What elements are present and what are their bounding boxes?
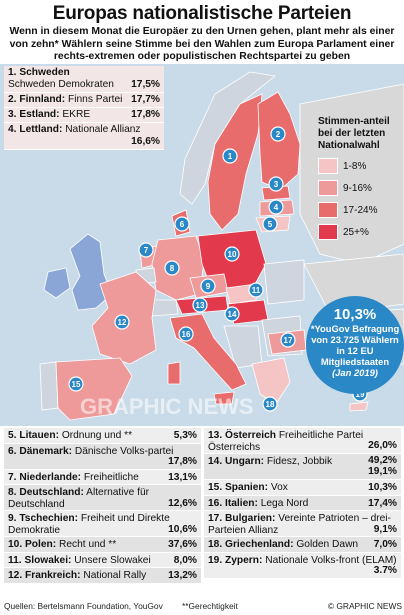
map-sicily — [213, 391, 235, 405]
country-entry-15: 15. Spanien: Vox 10,3% — [204, 480, 401, 496]
callout-value: 10,3% — [333, 306, 377, 323]
map-marker-17: 17 — [280, 332, 296, 348]
legend-swatch — [318, 180, 338, 196]
svg-text:14: 14 — [228, 310, 237, 319]
country-entry-6: 6. Dänemark: Dänische Volks-partei 17,8% — [4, 443, 201, 470]
country-entry-9: 9. Tschechien: Freiheit und Direkte Demo… — [4, 511, 201, 538]
map-marker-4: 4 — [268, 199, 284, 215]
page-title: Europas nationalistische Parteien — [52, 3, 352, 24]
map-marker-18: 18 — [262, 396, 278, 412]
map-spain — [55, 357, 133, 421]
svg-text:17: 17 — [284, 336, 293, 345]
country-entry-13: 13. Österreich Freiheitliche Partei Öste… — [204, 428, 401, 454]
svg-text:10: 10 — [228, 250, 237, 259]
legend-item-4: 25+% — [318, 224, 404, 240]
svg-text:3: 3 — [274, 180, 279, 189]
legend-swatch — [318, 202, 338, 218]
footer-sources: Quellen: Bertelsmann Foundation, YouGov — [4, 601, 163, 611]
legend-item-1: 1-8% — [318, 158, 404, 174]
map-marker-16: 16 — [178, 326, 194, 342]
map-sardinia — [167, 361, 181, 385]
svg-text:15: 15 — [72, 380, 81, 389]
top-country-list: 1. Schweden Schweden Demokraten 17,5% 2.… — [4, 66, 164, 150]
map-marker-8: 8 — [164, 260, 180, 276]
map-marker-14: 14 — [224, 306, 240, 322]
legend-title: Stimmen-anteil bei der letzten Nationalw… — [318, 116, 390, 151]
country-entry-18: 18. Griechenland: Golden Dawn 7,0% — [204, 537, 401, 553]
legend-swatch — [318, 224, 338, 240]
map-marker-3: 3 — [268, 176, 284, 192]
map-marker-5: 5 — [262, 216, 278, 232]
map-marker-13: 13 — [192, 297, 208, 313]
map-marker-9: 9 — [200, 278, 216, 294]
svg-text:19: 19 — [356, 390, 365, 399]
callout-text: *YouGov Befragung von 23.725 Wählern in … — [310, 323, 400, 367]
country-entry-3: 3. Estland: EKRE 17,8% — [4, 108, 164, 123]
svg-text:11: 11 — [252, 286, 261, 295]
map-marker-11: 11 — [248, 282, 264, 298]
map-uk-ireland — [43, 233, 113, 311]
map-marker-6: 6 — [174, 216, 190, 232]
country-entry-17: 17. Bulgarien: Vereinte Patrioten – drei… — [204, 511, 401, 538]
country-entry-19: 19. Zypern: Nationale Volks-front (ELAM)… — [204, 552, 401, 579]
country-entry-8: 8. Deutschland: Alternative für Deutschl… — [4, 485, 201, 512]
country-entry-2: 2. Finnland: Finns Partei 17,7% — [4, 93, 164, 108]
country-entry-11: 11. Slowakei: Unsere Slowakei 8,0% — [4, 552, 201, 569]
svg-text:1: 1 — [228, 152, 233, 161]
svg-text:13: 13 — [196, 301, 205, 310]
country-column-right: 13. Österreich Freiheitliche Partei Öste… — [204, 428, 401, 579]
map-marker-7: 7 — [138, 242, 154, 258]
map-marker-2: 2 — [270, 126, 286, 142]
country-entry-4: 4. Lettland: Nationale Allianz 16,6% — [4, 123, 164, 150]
callout-date: (Jan 2019) — [332, 367, 378, 378]
svg-text:12: 12 — [118, 318, 127, 327]
watermark: GRAPHIC NEWS — [80, 394, 254, 419]
survey-callout: 10,3% *YouGov Befragung von 23.725 Wähle… — [306, 296, 404, 394]
country-entry-10: 10. Polen: Recht und ** 37,6% — [4, 537, 201, 553]
svg-text:8: 8 — [170, 264, 175, 273]
map-marker-1: 1 — [222, 148, 238, 164]
svg-text:6: 6 — [180, 220, 185, 229]
country-entry-7: 7. Niederlande: Freiheitliche 13,1% — [4, 469, 201, 486]
map-greece — [251, 357, 291, 405]
page-subtitle: Wenn in diesem Monat die Europäer zu den… — [9, 26, 395, 62]
svg-text:18: 18 — [266, 400, 275, 409]
map-marker-12: 12 — [114, 314, 130, 330]
country-entry-14: 14. Ungarn: Fidesz, Jobbik 49,2% 19,1% — [204, 454, 401, 480]
legend-item-3: 17-24% — [318, 202, 404, 218]
country-entry-1: 1. Schweden Schweden Demokraten 17,5% — [4, 66, 164, 93]
svg-text:16: 16 — [182, 330, 191, 339]
map-legend: Stimmen-anteil bei der letzten Nationalw… — [318, 116, 404, 240]
legend-item-2: 9-16% — [318, 180, 404, 196]
map-svg: 1 2 3 4 5 6 7 8 9 10 11 12 13 14 15 16 1… — [39, 71, 404, 421]
footer-note: **Gerechtigkeit — [182, 601, 238, 611]
svg-text:2: 2 — [276, 130, 281, 139]
map-sweden — [207, 93, 263, 231]
footer-copyright: © GRAPHIC NEWS — [327, 601, 402, 611]
svg-text:7: 7 — [144, 246, 149, 255]
country-entry-16: 16. Italien: Lega Nord 17,4% — [204, 495, 401, 512]
country-entry-5: 5. Litauen: Ordnung und ** 5,3% — [4, 428, 201, 444]
country-column-left: 5. Litauen: Ordnung und ** 5,3% 6. Dänema… — [4, 428, 201, 584]
map-cyprus — [349, 401, 369, 412]
svg-text:9: 9 — [206, 282, 211, 291]
map-marker-10: 10 — [224, 246, 240, 262]
country-entry-12: 12. Frankreich: National Rally 13,2% — [4, 568, 201, 584]
svg-text:5: 5 — [268, 220, 273, 229]
map-portugal — [39, 361, 59, 411]
legend-swatch — [318, 158, 338, 174]
map-marker-15: 15 — [68, 376, 84, 392]
europe-map: 1 2 3 4 5 6 7 8 9 10 11 12 13 14 15 16 1… — [0, 64, 404, 426]
svg-text:4: 4 — [274, 203, 279, 212]
